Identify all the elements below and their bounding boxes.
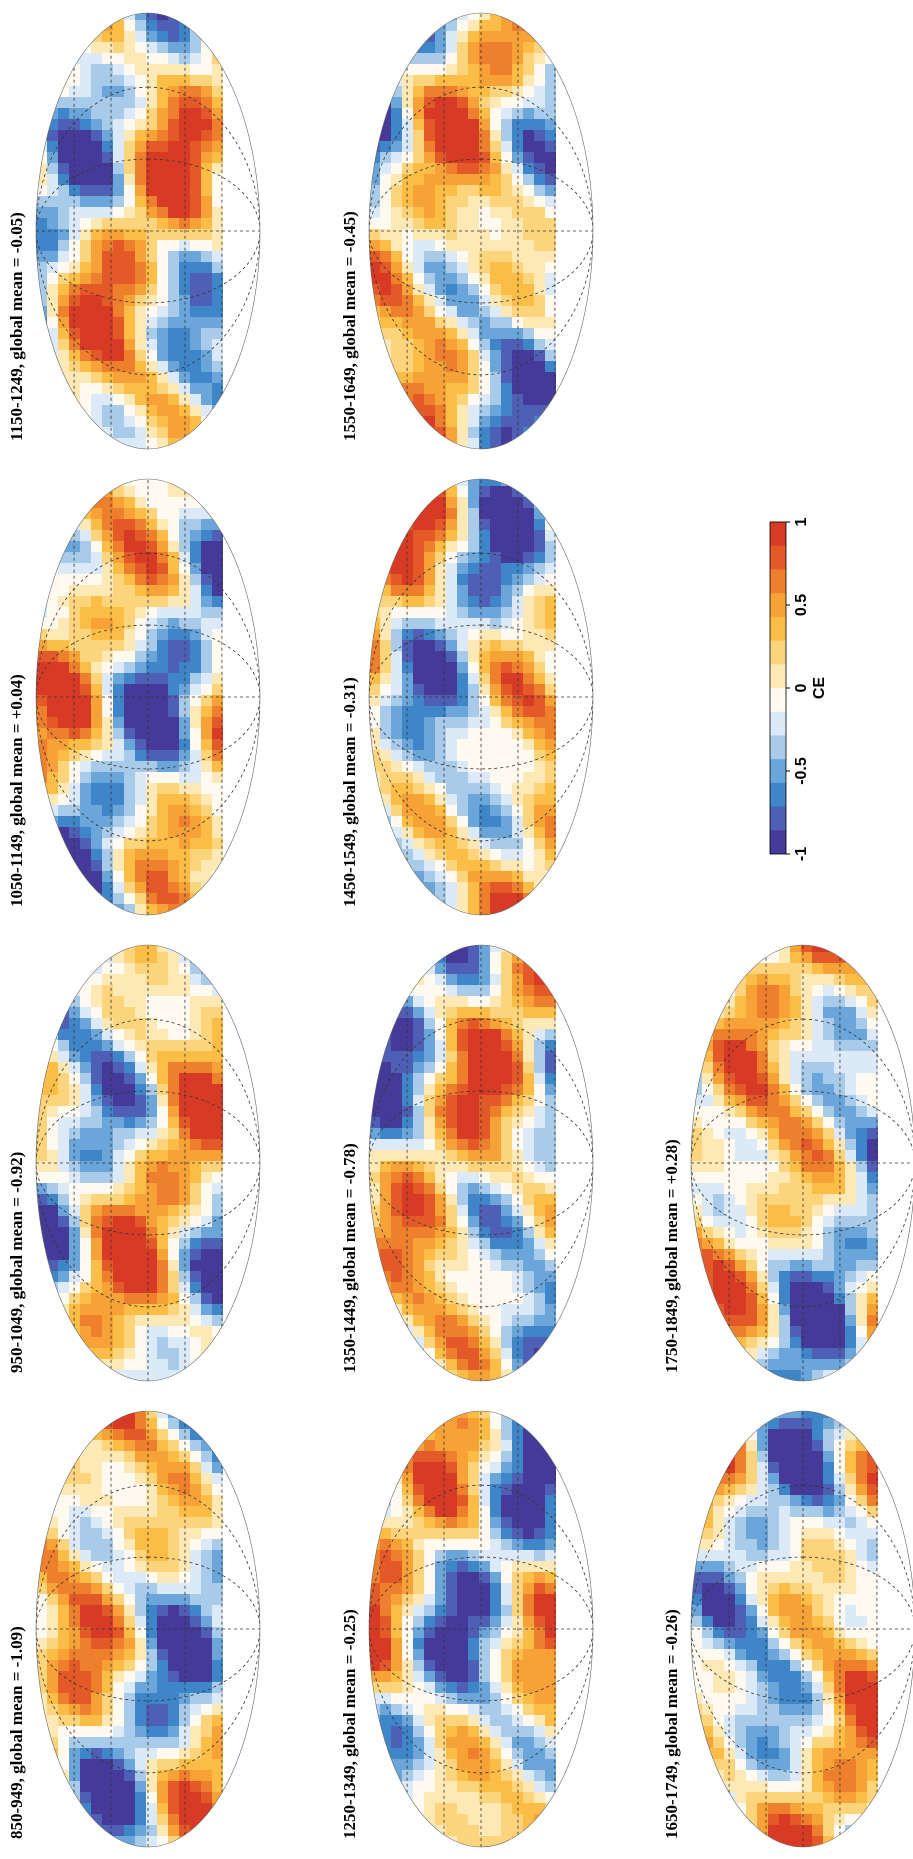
colorbar-tick-label: 1 <box>793 517 810 526</box>
panel-title: 1550-1649, global mean = -0.45) <box>340 211 359 441</box>
colorbar-segment <box>770 640 786 664</box>
map-panel: 1150-1249, global mean = -0.05) <box>7 9 260 449</box>
map-panel: 1350-1449, global mean = -0.78) <box>340 941 593 1381</box>
colorbar-segment <box>770 545 786 569</box>
map-panel: 1550-1649, global mean = -0.45) <box>340 9 593 449</box>
colorbar-tick-label: -1 <box>793 847 810 861</box>
colorbar-segment <box>770 593 786 617</box>
colorbar-tick-label: 0 <box>793 683 810 692</box>
panel-title: 1750-1849, global mean = +0.28) <box>662 1139 681 1373</box>
colorbar-segment <box>770 735 786 759</box>
map-panel: 850-949, global mean = -1.09) <box>7 1407 260 1847</box>
panel-title: 1450-1549, global mean = -0.31) <box>340 677 359 907</box>
panel-title: 1650-1749, global mean = -0.26) <box>662 1609 681 1839</box>
colorbar: -1 -0.5 0 0.5 1 CE <box>770 517 828 861</box>
colorbar-segment <box>770 711 786 735</box>
colorbar-segment <box>770 616 786 640</box>
colorbar-label: CE <box>811 677 828 700</box>
map-panel: 1450-1549, global mean = -0.31) <box>340 475 593 915</box>
figure: 850-949, global mean = -1.09) 950-1049, g… <box>0 0 913 1859</box>
colorbar-segment <box>770 569 786 593</box>
colorbar-segment <box>770 806 786 830</box>
colorbar-segment <box>770 759 786 783</box>
colorbar-segment <box>770 782 786 806</box>
colorbar-tick-label: 0.5 <box>793 594 810 616</box>
panel-title: 950-1049, global mean = -0.92) <box>7 1152 26 1373</box>
map-panel: 950-1049, global mean = -0.92) <box>7 941 260 1381</box>
panel-title: 1350-1449, global mean = -0.78) <box>340 1143 359 1373</box>
panel-title: 850-949, global mean = -1.09) <box>7 1626 26 1839</box>
map-cells <box>691 941 913 1381</box>
page: {"panels": [ {"title": "850-949, global … <box>0 0 913 1859</box>
colorbar-segment <box>770 664 786 688</box>
map-cells <box>691 1407 913 1847</box>
map-panel: 1250-1349, global mean = -0.25) <box>340 1407 593 1847</box>
panel-title: 1250-1349, global mean = -0.25) <box>340 1609 359 1839</box>
map-panel: 1750-1849, global mean = +0.28) <box>662 941 913 1381</box>
colorbar-tick-label: -0.5 <box>793 757 810 785</box>
rotated-figure: 850-949, global mean = -1.09) 950-1049, g… <box>7 9 913 1847</box>
colorbar-segment <box>770 830 786 854</box>
colorbar-segment <box>770 688 786 712</box>
panel-title: 1150-1249, global mean = -0.05) <box>7 212 26 441</box>
panel-title: 1050-1149, global mean = +0.04) <box>7 674 26 907</box>
colorbar-segment <box>770 522 786 546</box>
map-panel: 1050-1149, global mean = +0.04) <box>7 475 260 915</box>
map-panel: 1650-1749, global mean = -0.26) <box>662 1407 913 1847</box>
